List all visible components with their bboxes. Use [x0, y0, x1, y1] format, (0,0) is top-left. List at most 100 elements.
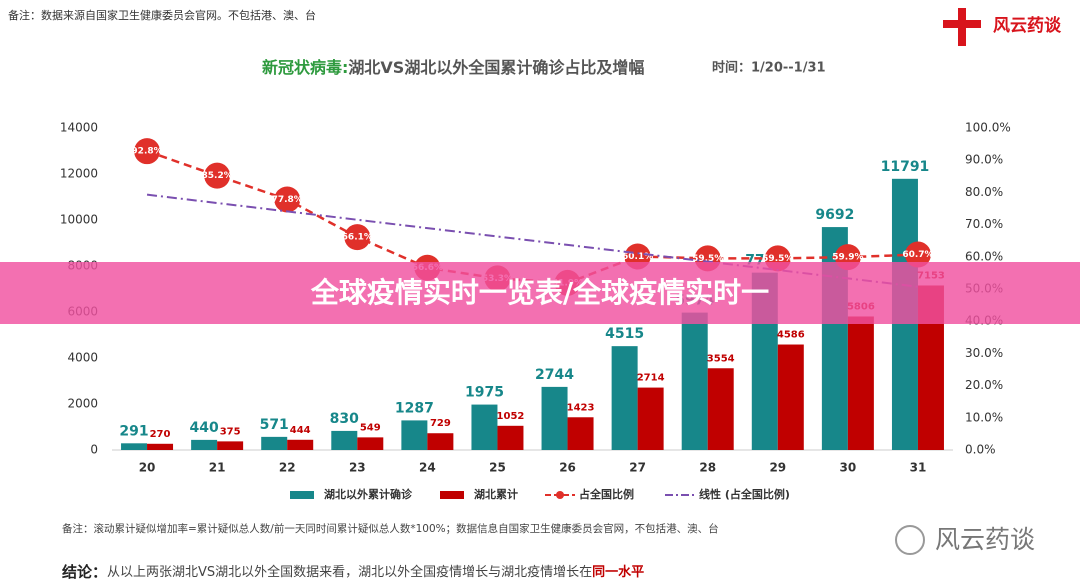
value-label: 291: [119, 423, 148, 439]
watermark-icon: [895, 525, 925, 555]
legend-label: 湖北以外累计确诊: [324, 487, 413, 501]
bar: [637, 387, 664, 450]
value-label: 440: [190, 420, 219, 436]
value-label: 3554: [707, 353, 735, 364]
y2-tick-label: 30.0%: [965, 346, 1003, 360]
conclusion-text: 从以上两张湖北VS湖北以外全国数据来看，湖北以外全国疫情增长与湖北疫情增长在: [107, 564, 592, 580]
value-label: 375: [220, 426, 241, 437]
bar: [427, 433, 454, 450]
watermark-text: 风云药谈: [935, 525, 1035, 554]
value-label: 11791: [881, 159, 930, 175]
bar: [681, 312, 708, 450]
value-label: 830: [330, 411, 359, 427]
y2-tick-label: 10.0%: [965, 410, 1003, 424]
x-tick-label: 20: [139, 461, 156, 475]
legend-swatch: [440, 491, 464, 499]
y-tick-label: 12000: [60, 167, 98, 181]
bar: [401, 420, 428, 450]
banner-bg: [0, 262, 1080, 324]
bar: [847, 316, 874, 450]
value-label: 60.1%: [622, 252, 653, 262]
value-label: 1287: [395, 400, 434, 416]
point: [134, 138, 161, 165]
y2-tick-label: 90.0%: [965, 153, 1003, 167]
bar: [331, 430, 358, 450]
x-tick-label: 24: [419, 461, 436, 475]
point: [274, 186, 301, 213]
x-tick-label: 23: [349, 461, 366, 475]
value-label: 1052: [497, 411, 525, 422]
bar: [287, 439, 314, 450]
value-label: 2714: [637, 373, 665, 384]
footer-note: 备注：滚动累计疑似增加率=累计疑似总人数/前一天同时间累计疑似总人数*100%；…: [62, 522, 719, 535]
y-tick-label: 10000: [60, 213, 98, 227]
value-label: 4586: [777, 330, 805, 341]
banner-text: 全球疫情实时一览表/全球疫情实时一: [310, 276, 769, 309]
x-tick-label: 27: [629, 461, 646, 475]
logo: 风云药谈: [943, 8, 1062, 46]
legend-label: 湖北累计: [474, 487, 518, 501]
x-tick-label: 31: [910, 461, 927, 475]
value-label: 9692: [815, 207, 854, 223]
logo-icon: [943, 20, 981, 28]
bar: [147, 443, 174, 450]
legend-swatch: [290, 491, 314, 499]
value-label: 85.2%: [202, 171, 233, 181]
value-label: 66.1%: [342, 233, 373, 243]
value-label: 2744: [535, 367, 574, 383]
legend-label: 占全国比例: [579, 487, 634, 501]
y2-tick-label: 20.0%: [965, 378, 1003, 392]
y-tick-label: 2000: [67, 397, 98, 411]
value-label: 60.7%: [902, 250, 933, 260]
point: [904, 241, 931, 268]
value-label: 571: [260, 417, 289, 433]
bar: [357, 437, 384, 450]
value-label: 444: [290, 425, 311, 436]
title-main: 湖北VS湖北以外全国累计确诊占比及增幅: [348, 58, 644, 77]
y-tick-label: 14000: [60, 121, 98, 135]
value-label: 59.9%: [832, 253, 863, 263]
x-tick-label: 25: [489, 461, 506, 475]
value-label: 270: [150, 429, 171, 440]
value-label: 549: [360, 422, 381, 433]
value-label: 729: [430, 418, 451, 429]
conclusion-lead: 结论：: [62, 563, 107, 581]
y2-tick-label: 60.0%: [965, 249, 1003, 263]
bar: [471, 404, 498, 450]
value-label: 4515: [605, 326, 644, 342]
y-tick-label: 4000: [67, 351, 98, 365]
title-lead: 新冠状病毒:: [262, 58, 348, 77]
x-tick-label: 26: [559, 461, 576, 475]
conclusion: 结论：从以上两张湖北VS湖北以外全国数据来看，湖北以外全国疫情增长与湖北疫情增长…: [62, 563, 644, 581]
chart-title: 新冠状病毒:湖北VS湖北以外全国累计确诊占比及增幅: [262, 58, 644, 77]
legend-swatch: [556, 491, 564, 499]
x-tick-label: 29: [769, 461, 786, 475]
bar: [541, 386, 568, 450]
bar: [567, 417, 594, 450]
logo-text: 风云药谈: [993, 15, 1062, 36]
y-tick-label: 0: [90, 443, 98, 457]
legend-label: 线性 (占全国比例): [699, 487, 790, 501]
bar: [611, 346, 638, 450]
point: [344, 224, 371, 251]
chart-subtitle: 时间：1/20--1/31: [712, 60, 826, 76]
value-label: 1975: [465, 385, 504, 401]
x-tick-label: 28: [699, 461, 716, 475]
bar: [777, 344, 804, 450]
conclusion-highlight: 同一水平: [592, 564, 644, 580]
overlay: 全球疫情实时一览表/全球疫情实时一: [0, 262, 1080, 324]
bar: [217, 441, 244, 450]
value-label: 77.8%: [272, 195, 303, 205]
bar: [497, 425, 524, 450]
value-label: 92.8%: [131, 147, 162, 157]
y2-tick-label: 70.0%: [965, 217, 1003, 231]
bar: [707, 368, 734, 450]
value-label: 1423: [567, 402, 595, 413]
point: [204, 162, 231, 189]
watermark: 风云药谈: [895, 525, 1035, 555]
bar: [261, 436, 288, 450]
bar: [121, 443, 148, 450]
value-label: 59.5%: [762, 254, 793, 264]
